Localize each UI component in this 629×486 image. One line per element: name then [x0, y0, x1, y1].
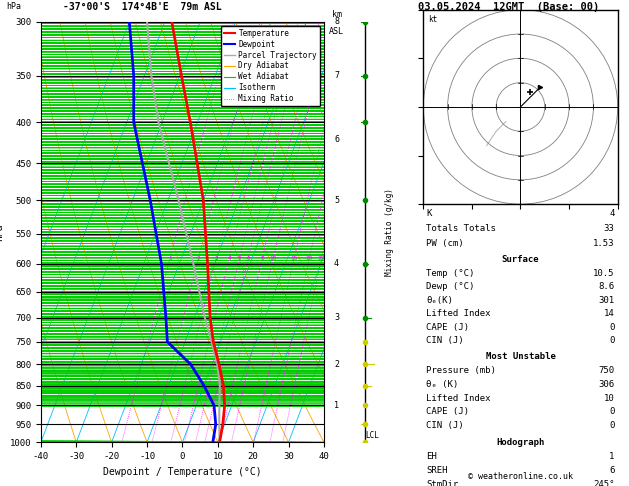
- Text: 2: 2: [197, 256, 201, 260]
- Text: © weatheronline.co.uk: © weatheronline.co.uk: [468, 472, 573, 481]
- Text: 03.05.2024  12GMT  (Base: 00): 03.05.2024 12GMT (Base: 00): [418, 2, 599, 13]
- Text: StmDir: StmDir: [426, 480, 459, 486]
- Text: 1: 1: [334, 401, 339, 410]
- Text: Dewp (°C): Dewp (°C): [426, 282, 475, 291]
- Text: 306: 306: [598, 380, 615, 389]
- Text: CIN (J): CIN (J): [426, 336, 464, 345]
- Text: Most Unstable: Most Unstable: [486, 352, 555, 361]
- Text: 10.5: 10.5: [593, 269, 615, 278]
- Text: 1: 1: [168, 256, 172, 260]
- Text: 10: 10: [604, 394, 615, 402]
- Text: 2: 2: [334, 360, 339, 369]
- Text: 3: 3: [334, 313, 339, 322]
- Text: Mixing Ratio (g/kg): Mixing Ratio (g/kg): [386, 188, 394, 276]
- Text: 20: 20: [306, 256, 313, 260]
- Y-axis label: hPa: hPa: [0, 223, 4, 241]
- Text: CAPE (J): CAPE (J): [426, 407, 469, 417]
- Legend: Temperature, Dewpoint, Parcel Trajectory, Dry Adiabat, Wet Adiabat, Isotherm, Mi: Temperature, Dewpoint, Parcel Trajectory…: [221, 26, 320, 106]
- Text: PW (cm): PW (cm): [426, 239, 464, 247]
- Text: Surface: Surface: [502, 255, 539, 264]
- Text: 25: 25: [318, 256, 325, 260]
- Text: 4: 4: [609, 209, 615, 218]
- Text: K: K: [426, 209, 432, 218]
- Text: 6: 6: [609, 466, 615, 475]
- Text: θₑ (K): θₑ (K): [426, 380, 459, 389]
- X-axis label: Dewpoint / Temperature (°C): Dewpoint / Temperature (°C): [103, 467, 262, 477]
- Text: ASL: ASL: [329, 27, 344, 36]
- Text: 0: 0: [609, 407, 615, 417]
- Text: Hodograph: Hodograph: [496, 437, 545, 447]
- Text: Pressure (mb): Pressure (mb): [426, 366, 496, 375]
- Text: 33: 33: [604, 224, 615, 233]
- Text: 301: 301: [598, 295, 615, 305]
- Text: 0: 0: [609, 421, 615, 430]
- Text: 8: 8: [334, 17, 339, 26]
- Text: hPa: hPa: [6, 2, 21, 12]
- Text: Lifted Index: Lifted Index: [426, 394, 491, 402]
- Text: Totals Totals: Totals Totals: [426, 224, 496, 233]
- Text: 0: 0: [609, 336, 615, 345]
- Text: 1: 1: [609, 451, 615, 461]
- Text: km: km: [331, 10, 342, 19]
- Text: SREH: SREH: [426, 466, 448, 475]
- Text: EH: EH: [426, 451, 437, 461]
- Text: 245°: 245°: [593, 480, 615, 486]
- Text: 7: 7: [334, 71, 339, 80]
- Text: LCL: LCL: [365, 431, 379, 440]
- Text: θₑ(K): θₑ(K): [426, 295, 454, 305]
- Text: 8: 8: [260, 256, 264, 260]
- Text: 4: 4: [227, 256, 231, 260]
- Text: 5: 5: [334, 196, 339, 205]
- Text: kt: kt: [428, 15, 437, 24]
- Text: 8.6: 8.6: [598, 282, 615, 291]
- Text: CAPE (J): CAPE (J): [426, 323, 469, 331]
- Text: CIN (J): CIN (J): [426, 421, 464, 430]
- Text: 1.53: 1.53: [593, 239, 615, 247]
- Text: 0: 0: [609, 323, 615, 331]
- Text: Lifted Index: Lifted Index: [426, 309, 491, 318]
- Text: -37°00'S  174°4B'E  79m ASL: -37°00'S 174°4B'E 79m ASL: [63, 2, 221, 13]
- Text: 10: 10: [270, 256, 277, 260]
- Text: 6: 6: [247, 256, 250, 260]
- Text: 750: 750: [598, 366, 615, 375]
- Text: 15: 15: [291, 256, 298, 260]
- Text: 14: 14: [604, 309, 615, 318]
- Text: 4: 4: [334, 260, 339, 268]
- Text: 3: 3: [214, 256, 218, 260]
- Text: 6: 6: [334, 135, 339, 144]
- Text: Temp (°C): Temp (°C): [426, 269, 475, 278]
- Text: 5: 5: [238, 256, 242, 260]
